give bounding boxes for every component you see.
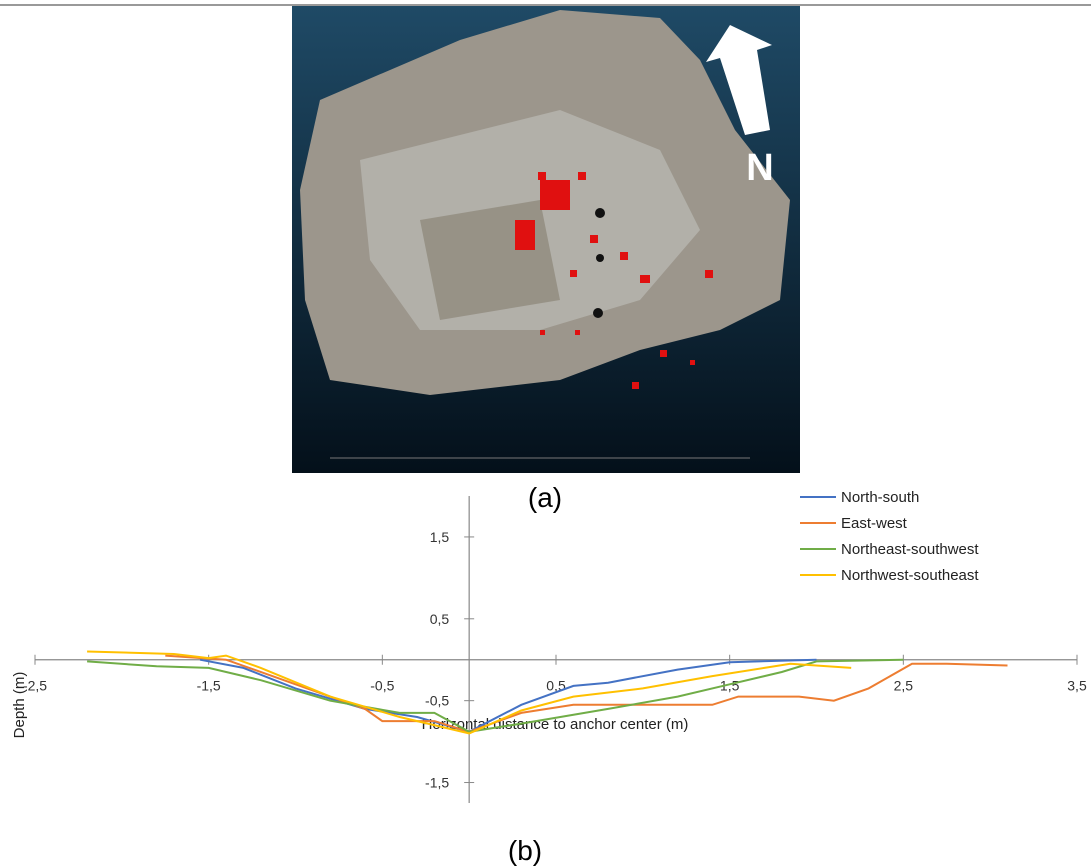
legend-label: Northwest-southeast xyxy=(841,567,979,584)
north-label: N xyxy=(746,147,773,189)
caption-a: (a) xyxy=(528,482,562,513)
x-tick-label: -0,5 xyxy=(370,678,394,694)
legend-label: North-south xyxy=(841,489,919,506)
y-tick-label: -0,5 xyxy=(425,693,449,709)
y-tick-label: -1,5 xyxy=(425,775,449,791)
figure: N (a) (b) Horizontal distance to anchor … xyxy=(0,0,1091,867)
x-tick-label: 2,5 xyxy=(894,678,914,694)
x-tick-label: -1,5 xyxy=(197,678,221,694)
site-photo: N xyxy=(292,6,800,473)
caption-b: (b) xyxy=(508,835,542,866)
x-tick-label: 3,5 xyxy=(1067,678,1087,694)
y-tick-label: 0,5 xyxy=(430,611,450,627)
legend-label: East-west xyxy=(841,515,908,532)
y-tick-label: 1,5 xyxy=(430,529,450,545)
x-tick-label: -2,5 xyxy=(23,678,47,694)
legend-label: Northeast-southwest xyxy=(841,541,979,558)
